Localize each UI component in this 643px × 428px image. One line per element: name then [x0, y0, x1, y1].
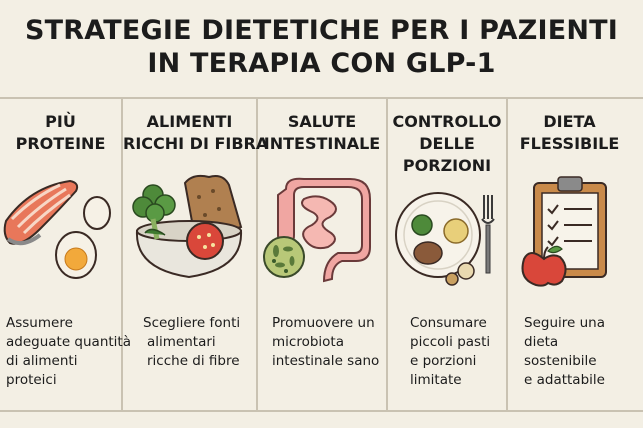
panel-gut-health: SALUTE INTESTINALE Promuovere un microbi… — [258, 97, 386, 408]
panel-title: ALIMENTI RICCHI DI FIBRA — [123, 111, 269, 155]
panel-title: PIÙ PROTEINE — [0, 111, 121, 155]
panel-fiber-foods: ALIMENTI RICCHI DI FIBRA Scegliere fonti… — [123, 97, 269, 408]
panel-title-line: INTESTINALE — [263, 134, 381, 153]
panel-description-line: intestinale sano — [272, 353, 380, 369]
clipboard-apple-icon — [521, 176, 607, 287]
panel-divider — [506, 97, 508, 410]
strategy-panels — [0, 97, 643, 412]
panel-description: Seguire una dieta sostenibile e adattabi… — [524, 314, 643, 390]
panel-title: CONTROLLO DELLE PORZIONI — [388, 111, 506, 177]
panel-title-line: PORZIONI — [402, 156, 492, 175]
panel-description-line: microbiota — [272, 334, 344, 350]
plate-fork-icon — [395, 192, 495, 286]
panel-description-line: dieta — [524, 334, 559, 350]
panel-divider — [256, 97, 258, 410]
panel-title-line: PIÙ — [45, 112, 76, 131]
page-title: STRATEGIE DIETETICHE PER I PAZIENTI IN T… — [0, 14, 643, 80]
panel-description: Scegliere fonti alimentari ricche di fib… — [143, 314, 256, 371]
panel-title: DIETA FLESSIBILE — [502, 111, 637, 155]
panel-more-protein: PIÙ PROTEINE Assumere adeguate quantità … — [0, 97, 132, 408]
title-line-2: IN TERAPIA CON GLP-1 — [147, 48, 496, 79]
panel-description-line: e porzioni — [410, 353, 477, 369]
panel-title-line: CONTROLLO — [392, 112, 502, 131]
panel-description-line: limitate — [410, 372, 462, 388]
title-line-1: STRATEGIE DIETETICHE PER I PAZIENTI — [24, 15, 619, 46]
panel-description-line: di alimenti — [6, 353, 78, 369]
panel-title-line: DELLE — [419, 134, 475, 153]
panel-description-line: Assumere — [6, 315, 73, 331]
panel-description-line: Consumare — [410, 315, 487, 331]
intestine-icon — [263, 177, 371, 283]
panel-title-line: ALIMENTI — [146, 112, 233, 131]
panel-divider — [386, 97, 388, 410]
panel-description-line: piccoli pasti — [410, 334, 491, 350]
panel-description-line: adeguate quantità — [6, 334, 132, 350]
panel-title-line: RICCHI DI FIBRA — [123, 134, 269, 153]
salmon-egg-icon — [3, 179, 111, 279]
panel-description-line: Scegliere fonti — [143, 315, 241, 331]
panel-description-line: ricche di fibre — [147, 353, 240, 369]
panel-title-line: PROTEINE — [15, 134, 106, 153]
panel-description-line: alimentari — [147, 334, 216, 350]
panel-description: Consumare piccoli pasti e porzioni limit… — [410, 314, 506, 390]
panel-title-line: DIETA — [543, 112, 596, 131]
panel-flexible-diet: DIETA FLESSIBILE Seguire una dieta soste… — [508, 97, 643, 408]
panel-description-line: proteici — [6, 372, 57, 388]
panel-description-line: Seguire una — [524, 315, 605, 331]
panel-description-line: Promuovere un — [272, 315, 375, 331]
fiber-bowl-icon — [132, 174, 243, 279]
panel-description-line: e adattabile — [524, 372, 605, 388]
panel-title-line: FLESSIBILE — [519, 134, 620, 153]
panel-description-line: sostenibile — [524, 353, 597, 369]
panel-description: Promuovere un microbiota intestinale san… — [272, 314, 386, 371]
panel-portion-control: CONTROLLO DELLE PORZIONI Consumare picco… — [388, 97, 506, 408]
panel-title: SALUTE INTESTINALE — [258, 111, 386, 155]
panel-title-line: SALUTE — [287, 112, 357, 131]
panel-description: Assumere adeguate quantità di alimenti p… — [6, 314, 132, 390]
panel-divider — [121, 97, 123, 410]
